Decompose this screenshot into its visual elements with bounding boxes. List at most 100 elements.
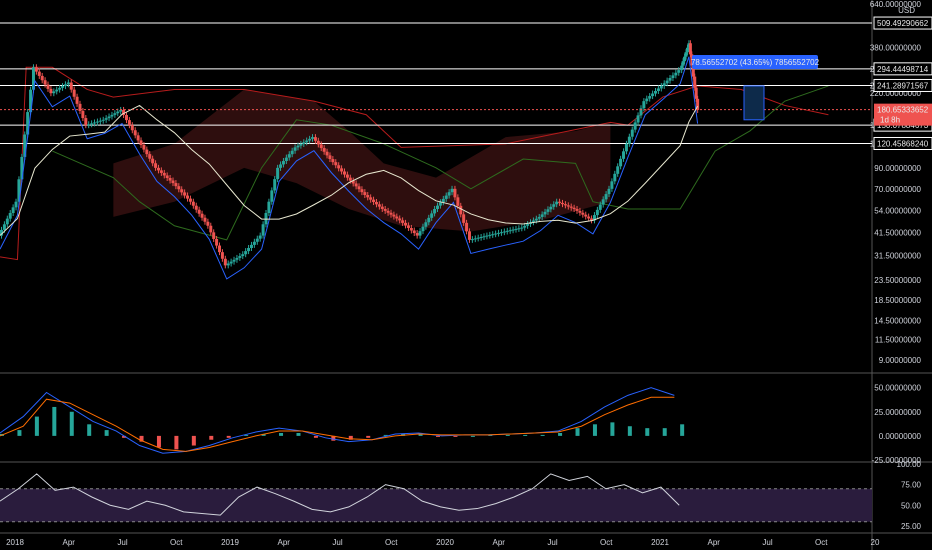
candle[interactable] [563,204,567,206]
candle[interactable] [595,209,599,216]
candle[interactable] [491,234,495,236]
candle[interactable] [427,217,431,223]
candle[interactable] [508,230,512,232]
candle[interactable] [552,204,556,207]
candle[interactable] [26,112,30,135]
candle[interactable] [482,236,486,238]
candle[interactable] [162,172,166,176]
candle[interactable] [476,237,480,239]
candle[interactable] [34,67,38,72]
candle[interactable] [139,140,143,145]
candle[interactable] [107,116,111,119]
candle[interactable] [505,230,509,232]
candle[interactable] [549,206,553,210]
candle[interactable] [49,88,53,94]
candle[interactable] [665,80,669,84]
candle[interactable] [345,174,349,178]
candle[interactable] [502,231,506,233]
candle[interactable] [450,188,454,193]
candle[interactable] [110,114,114,117]
candle[interactable] [308,138,312,141]
candle[interactable] [305,140,309,143]
candle[interactable] [412,230,416,234]
candle[interactable] [119,109,123,112]
candle[interactable] [685,47,689,53]
candle[interactable] [453,188,457,198]
candle[interactable] [55,89,59,92]
candle[interactable] [592,215,596,221]
candle[interactable] [191,201,195,206]
candle[interactable] [369,197,373,200]
candle[interactable] [540,214,544,217]
candle[interactable] [639,108,643,116]
candle[interactable] [543,211,547,215]
candle[interactable] [380,206,384,209]
candle[interactable] [558,201,562,203]
candle[interactable] [171,180,175,184]
candle[interactable] [360,189,364,193]
candle[interactable] [389,212,393,215]
candle[interactable] [313,137,317,141]
candle[interactable] [95,121,99,123]
candle[interactable] [148,154,152,159]
candle[interactable] [569,206,573,208]
candle[interactable] [684,52,688,57]
candle[interactable] [546,209,550,212]
candle[interactable] [75,96,79,104]
candle[interactable] [357,186,361,190]
candle[interactable] [520,227,524,229]
candle[interactable] [14,201,18,208]
candle[interactable] [470,239,474,241]
candle[interactable] [392,214,396,217]
candle[interactable] [212,232,216,239]
candle[interactable] [409,227,413,231]
candle[interactable] [223,258,227,266]
candle[interactable] [627,136,631,144]
candle[interactable] [430,213,434,218]
candle[interactable] [531,220,535,223]
candle[interactable] [46,84,50,89]
candle[interactable] [383,208,387,211]
candle[interactable] [52,91,56,94]
candle[interactable] [677,70,681,73]
candle[interactable] [81,110,85,119]
candle[interactable] [5,218,9,225]
candle[interactable] [188,198,192,202]
candle[interactable] [232,259,236,262]
candle[interactable] [249,244,253,248]
candle[interactable] [348,177,352,181]
candle[interactable] [31,67,35,90]
measure-range[interactable] [743,85,765,121]
candle[interactable] [560,202,564,205]
candle[interactable] [444,195,448,199]
candle[interactable] [29,89,33,113]
candle[interactable] [284,157,288,162]
candle[interactable] [177,186,181,190]
candle[interactable] [11,207,15,213]
candle[interactable] [566,205,570,207]
candle[interactable] [72,89,76,97]
candle[interactable] [473,238,477,240]
candle[interactable] [581,212,585,215]
candle[interactable] [630,129,634,137]
candle[interactable] [334,162,338,166]
candle[interactable] [200,213,204,218]
candle[interactable] [691,65,695,77]
candle[interactable] [668,78,672,81]
candle[interactable] [337,165,341,169]
candle[interactable] [575,208,579,211]
candle[interactable] [122,109,126,116]
candle[interactable] [584,214,588,217]
candle[interactable] [276,167,280,180]
candle[interactable] [206,221,210,226]
candle[interactable] [229,261,233,264]
candle[interactable] [8,212,12,219]
candle[interactable] [215,238,219,246]
candle[interactable] [322,148,326,152]
candle[interactable] [671,75,675,79]
candle[interactable] [145,149,149,155]
candle[interactable] [293,147,297,151]
candle[interactable] [302,142,306,144]
candle[interactable] [183,192,187,196]
